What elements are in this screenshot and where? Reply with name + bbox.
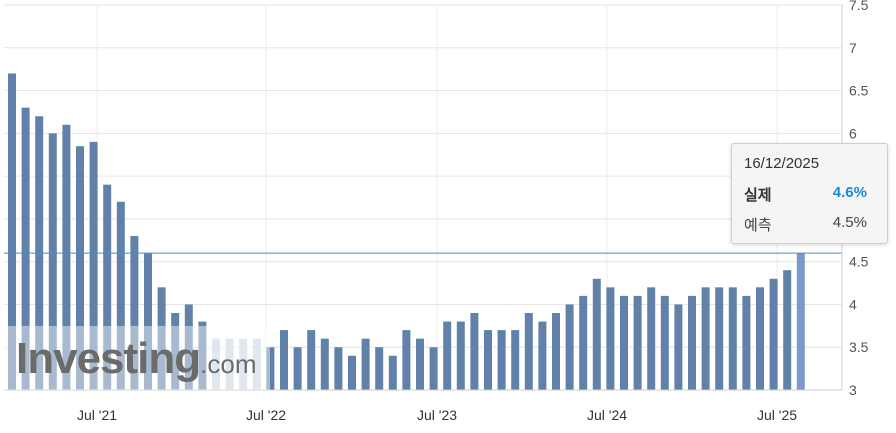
y-tick-label: 7.5 [849,0,869,13]
y-tick-label: 4 [849,296,857,312]
bar[interactable] [416,338,424,390]
y-tick-label: 6 [849,125,857,141]
bar[interactable] [538,321,547,390]
bar[interactable] [728,287,737,390]
bar[interactable] [116,201,125,390]
bar[interactable] [239,338,248,390]
bar[interactable] [212,338,220,390]
bar[interactable] [783,270,792,390]
bar[interactable] [361,338,370,390]
y-axis-ticks: 33.544.555.566.577.5 [849,0,869,398]
bar[interactable] [103,184,112,390]
bar[interactable] [293,347,302,390]
bar[interactable] [769,278,778,390]
bar[interactable] [266,347,275,390]
watermark-overlay [0,326,270,390]
bar[interactable] [715,287,724,390]
tooltip-date: 16/12/2025 [744,155,820,172]
bar[interactable] [443,321,452,390]
bar[interactable] [701,287,710,390]
bar[interactable] [144,253,152,390]
bar[interactable] [620,295,628,390]
bar[interactable] [688,295,696,390]
y-tick-label: 3.5 [849,339,869,355]
bar[interactable] [62,124,71,391]
bar[interactable] [565,304,574,390]
bar[interactable] [592,278,601,390]
bar[interactable] [375,347,384,390]
x-tick-label: Jul '22 [246,407,286,423]
bar[interactable] [388,355,397,390]
logo-suffix: .com [200,349,257,379]
bar[interactable] [307,330,316,390]
y-tick-label: 7 [849,40,857,56]
bar[interactable] [796,253,805,390]
bar[interactable] [252,338,261,390]
bar[interactable] [198,321,207,390]
bar[interactable] [660,295,669,390]
bar[interactable] [130,236,139,390]
bar[interactable] [470,313,479,390]
bar[interactable] [484,330,492,390]
investing-logo: Investing.com [16,334,257,384]
x-tick-label: Jul '21 [77,407,117,423]
tooltip-actual-label: 실제 [744,187,772,204]
bar[interactable] [742,295,751,390]
x-tick-label: Jul '24 [587,407,627,423]
bar[interactable] [497,330,506,390]
bars [8,73,805,391]
bar[interactable] [579,295,588,390]
tooltip-actual-value: 4.6% [832,184,867,201]
bar[interactable] [89,141,98,390]
bar[interactable] [402,330,411,390]
bar[interactable] [157,287,166,390]
y-tick-label: 3 [849,382,857,398]
bar[interactable] [280,330,288,390]
bar[interactable] [48,133,57,391]
tooltip-forecast-value: 4.5% [832,214,867,231]
bar[interactable] [334,347,343,390]
data-tooltip: 16/12/2025 실제 4.6% 예측 4.5% [731,143,888,244]
bar[interactable] [633,295,642,390]
y-tick-label: 6.5 [849,83,869,99]
bar[interactable] [429,347,438,390]
x-axis-ticks: Jul '21 Jul '22 Jul '23 Jul '24 Jul '25 [77,407,797,423]
x-tick-label: Jul '23 [417,407,457,423]
bar[interactable] [756,287,764,390]
bar[interactable] [171,313,180,390]
bar[interactable] [8,73,16,390]
tooltip-forecast-label: 예측 [744,217,772,234]
bar[interactable] [552,313,560,390]
bar[interactable] [348,355,356,390]
bar[interactable] [21,107,30,391]
bar[interactable] [524,313,533,390]
bar[interactable] [456,321,465,390]
bar[interactable] [647,287,656,390]
bar[interactable] [225,338,234,390]
bar[interactable] [184,304,193,390]
bar[interactable] [674,304,683,390]
y-tick-label: 4.5 [849,254,869,270]
logo-brand: Investing [16,334,201,383]
bar[interactable] [511,330,520,390]
bar[interactable] [320,338,329,390]
bar[interactable] [606,287,615,390]
x-tick-label: Jul '25 [757,407,797,423]
bar[interactable] [76,146,84,390]
